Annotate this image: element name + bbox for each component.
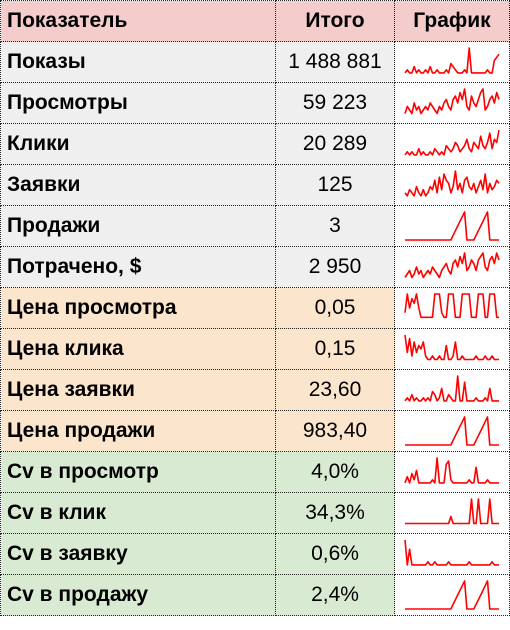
metric-chart xyxy=(394,369,510,411)
metric-chart xyxy=(394,451,510,493)
metric-chart xyxy=(394,164,510,206)
metric-label: Показы xyxy=(0,41,276,83)
metric-total: 23,60 xyxy=(275,369,395,411)
sparkline-series xyxy=(405,580,499,610)
sparkline-series xyxy=(404,170,500,197)
metric-label: Cv в просмотр xyxy=(0,451,276,493)
metric-label: Цена клика xyxy=(0,328,276,370)
metric-chart xyxy=(394,533,510,575)
sparkline-series xyxy=(404,47,500,74)
metric-label: Цена просмотра xyxy=(0,287,276,329)
metric-label: Cv в клик xyxy=(0,492,276,534)
metric-total: 3 xyxy=(275,205,395,247)
table-row: Просмотры 59 223 xyxy=(0,82,510,124)
table-row: Показы 1 488 881 xyxy=(0,41,510,83)
header-metric: Показатель xyxy=(0,0,276,42)
table-row: Цена продажи 983,40 xyxy=(0,410,510,452)
table-row: Цена заявки 23,60 xyxy=(0,369,510,411)
sparkline-series xyxy=(404,334,499,361)
sparkline xyxy=(404,375,499,402)
header-chart: График xyxy=(394,0,510,42)
metric-chart xyxy=(394,574,510,616)
metric-total: 59 223 xyxy=(275,82,395,124)
metric-label: Продажи xyxy=(0,205,276,247)
metric-chart xyxy=(394,82,510,124)
table-row: Cv в заявку 0,6% xyxy=(0,533,510,575)
sparkline-series xyxy=(404,129,500,156)
metric-chart xyxy=(394,287,510,329)
sparkline-series xyxy=(404,252,500,279)
sparkline xyxy=(404,539,499,566)
header-total: Итого xyxy=(275,0,395,42)
sparkline-series xyxy=(404,293,499,319)
sparkline xyxy=(405,211,499,241)
metric-label: Заявки xyxy=(0,164,276,206)
metric-total: 0,6% xyxy=(275,533,395,575)
metric-total: 125 xyxy=(275,164,395,206)
table-row: Cv в просмотр 4,0% xyxy=(0,451,510,493)
metric-total: 1 488 881 xyxy=(275,41,395,83)
table-row: Цена клика 0,15 xyxy=(0,328,510,370)
sparkline-series xyxy=(404,539,499,566)
sparkline xyxy=(404,47,500,74)
metric-chart xyxy=(394,410,510,452)
metric-total: 0,05 xyxy=(275,287,395,329)
sparkline xyxy=(404,457,499,484)
table-row: Клики 20 289 xyxy=(0,123,510,165)
sparkline xyxy=(405,416,499,446)
metrics-table: Показатель Итого График Показы 1 488 881 П… xyxy=(0,0,510,616)
metrics-body: Показы 1 488 881 Просмотры 59 223 Клики 20 28… xyxy=(0,41,510,616)
sparkline xyxy=(404,88,500,115)
metric-label: Цена заявки xyxy=(0,369,276,411)
metric-label: Потрачено, $ xyxy=(0,246,276,288)
metric-total: 2 950 xyxy=(275,246,395,288)
metric-label: Цена продажи xyxy=(0,410,276,452)
metric-chart xyxy=(394,492,510,534)
header-row: Показатель Итого График xyxy=(0,0,510,42)
sparkline xyxy=(405,498,499,525)
metric-total: 2,4% xyxy=(275,574,395,616)
table-row: Cv в клик 34,3% xyxy=(0,492,510,534)
metric-chart xyxy=(394,205,510,247)
metric-total: 20 289 xyxy=(275,123,395,165)
metric-label: Просмотры xyxy=(0,82,276,124)
metric-chart xyxy=(394,328,510,370)
table-row: Cv в продажу 2,4% xyxy=(0,574,510,616)
sparkline-series xyxy=(404,375,499,402)
table-row: Цена просмотра 0,05 xyxy=(0,287,510,329)
sparkline xyxy=(404,334,499,361)
metric-chart xyxy=(394,246,510,288)
table-row: Заявки 125 xyxy=(0,164,510,206)
metric-label: Клики xyxy=(0,123,276,165)
sparkline xyxy=(404,252,500,279)
metric-total: 0,15 xyxy=(275,328,395,370)
sparkline-series xyxy=(404,457,499,484)
metric-chart xyxy=(394,41,510,83)
metric-chart xyxy=(394,123,510,165)
sparkline-series xyxy=(405,498,499,525)
metric-total: 983,40 xyxy=(275,410,395,452)
sparkline-series xyxy=(404,88,500,115)
sparkline-series xyxy=(405,211,499,241)
table-row: Потрачено, $2 950 xyxy=(0,246,510,288)
table-row: Продажи 3 xyxy=(0,205,510,247)
sparkline xyxy=(404,293,499,319)
metric-total: 4,0% xyxy=(275,451,395,493)
sparkline xyxy=(405,580,499,610)
sparkline xyxy=(404,129,500,156)
metric-label: Cv в заявку xyxy=(0,533,276,575)
sparkline-series xyxy=(405,416,499,446)
metric-label: Cv в продажу xyxy=(0,574,276,616)
metric-total: 34,3% xyxy=(275,492,395,534)
sparkline xyxy=(404,170,500,197)
